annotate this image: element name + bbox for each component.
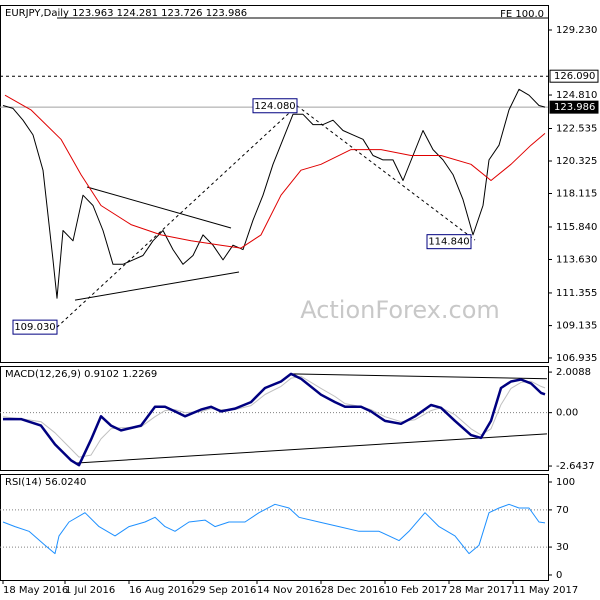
pane-title: EURJPY,Daily 123.963 124.281 123.726 123… [5, 8, 247, 19]
x-tick-label: 11 May 2017 [513, 585, 578, 596]
series-line [2, 375, 546, 458]
x-tick-label: 1 Jul 2016 [65, 585, 115, 596]
trendline [56, 105, 298, 328]
y-tick-label: 100 [556, 477, 575, 488]
y-tick-label: 118.115 [556, 189, 597, 200]
pane-title: RSI(14) 56.0240 [5, 477, 86, 488]
series-line [3, 372, 546, 467]
price-box-label: 126.090 [554, 71, 595, 82]
y-tick-label: 0 [556, 570, 562, 581]
trendline [86, 186, 232, 229]
point-label-box [12, 319, 58, 335]
series-line [4, 94, 546, 249]
y-tick-label: 113.630 [556, 254, 597, 265]
trendline [74, 433, 548, 464]
y-tick-label: 111.355 [556, 288, 597, 299]
pane-frame [0, 5, 549, 363]
trendline [296, 105, 476, 241]
pane-frame [0, 474, 549, 581]
y-tick-label: 0.00 [556, 408, 578, 419]
series-line [2, 88, 546, 299]
y-tick-label: 115.840 [556, 222, 597, 233]
point-label: 124.080 [254, 101, 295, 112]
y-tick-label: 120.325 [556, 156, 597, 167]
trendline [290, 373, 548, 380]
x-tick-label: 10 Feb 2017 [385, 585, 447, 596]
x-tick-label: 29 Sep 2016 [193, 585, 256, 596]
y-tick-label: 70 [556, 505, 569, 516]
point-label-box [252, 98, 298, 114]
series-line [2, 503, 546, 555]
pane-title: MACD(12,26,9) 0.9102 1.2269 [5, 369, 157, 380]
point-label: 109.030 [14, 322, 55, 333]
y-tick-label: 122.535 [556, 123, 597, 134]
x-tick-label: 18 May 2016 [3, 585, 68, 596]
y-tick-label: 2.0088 [556, 367, 591, 378]
y-tick-label: -2.6437 [556, 461, 595, 472]
watermark: ActionForex.com [300, 296, 500, 324]
trendline [74, 271, 240, 301]
y-tick-label: 109.135 [556, 321, 597, 332]
price-box [549, 69, 599, 83]
pane-frame [0, 366, 549, 471]
x-tick-label: 28 Dec 2016 [321, 585, 385, 596]
x-tick-label: 28 Mar 2017 [449, 585, 512, 596]
x-tick-label: 14 Nov 2016 [257, 585, 321, 596]
fe-label: FE 100.0 [500, 9, 544, 20]
x-tick-label: 16 Aug 2016 [129, 585, 193, 596]
y-tick-label: 124.810 [556, 90, 597, 101]
point-label: 114.840 [428, 237, 469, 248]
point-label-box [426, 234, 472, 250]
price-box [549, 100, 599, 114]
y-tick-label: 30 [556, 542, 569, 553]
y-tick-label: 129.230 [556, 25, 597, 36]
y-tick-label: 106.935 [556, 353, 597, 364]
price-box-label: 123.986 [554, 102, 595, 113]
